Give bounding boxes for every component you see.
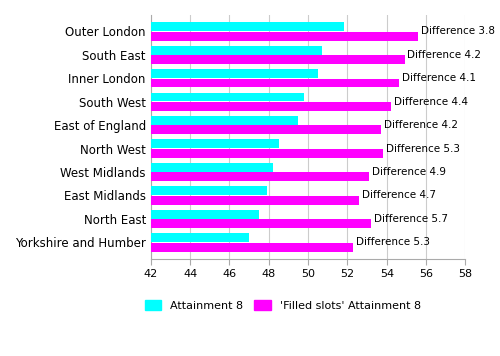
Text: Difference 4.2: Difference 4.2	[384, 120, 458, 130]
Text: Difference 3.8: Difference 3.8	[421, 26, 495, 36]
Bar	[0, 125, 381, 134]
Text: Difference 4.7: Difference 4.7	[362, 190, 436, 200]
Bar	[0, 140, 278, 148]
Bar	[0, 93, 304, 101]
Text: Difference 4.9: Difference 4.9	[372, 167, 446, 177]
Bar	[0, 233, 249, 242]
Text: Difference 5.7: Difference 5.7	[374, 214, 448, 224]
Text: Difference 5.3: Difference 5.3	[356, 237, 430, 247]
Bar	[0, 186, 267, 195]
Bar	[0, 172, 369, 181]
Bar	[0, 163, 272, 172]
Text: Difference 4.2: Difference 4.2	[408, 50, 482, 60]
Bar	[0, 32, 418, 41]
Bar	[0, 149, 383, 158]
Bar	[0, 55, 404, 64]
Bar	[0, 102, 390, 111]
Bar	[0, 196, 360, 205]
Text: Difference 4.4: Difference 4.4	[394, 97, 468, 107]
Bar	[0, 210, 259, 219]
Bar	[0, 79, 398, 88]
Bar	[0, 242, 354, 252]
Bar	[0, 22, 344, 31]
Text: Difference 5.3: Difference 5.3	[386, 143, 460, 153]
Legend: Attainment 8, 'Filled slots' Attainment 8: Attainment 8, 'Filled slots' Attainment …	[140, 296, 426, 316]
Bar	[0, 116, 298, 125]
Bar	[0, 69, 318, 78]
Text: Difference 4.1: Difference 4.1	[402, 73, 475, 83]
Bar	[0, 219, 371, 228]
Bar	[0, 46, 322, 54]
